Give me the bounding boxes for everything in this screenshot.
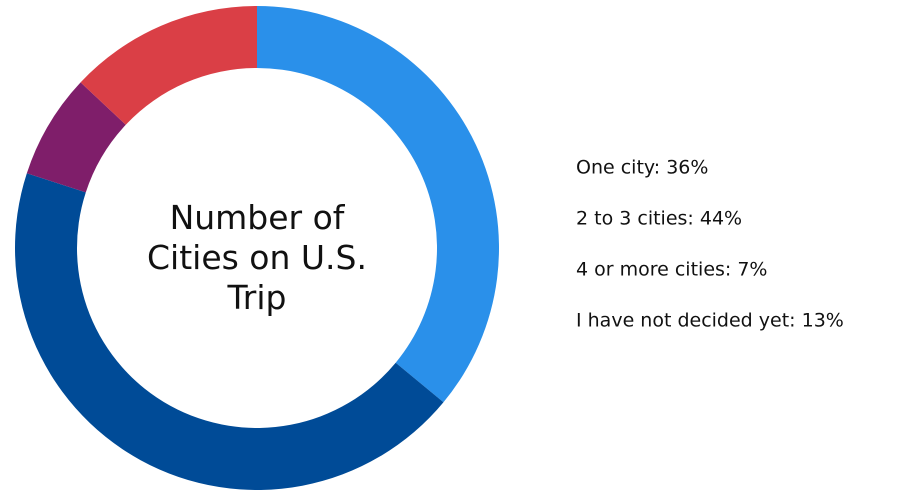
legend: One city: 36% 2 to 3 cities: 44% 4 or more… xyxy=(576,157,844,332)
legend-entry: One city: 36% xyxy=(576,157,708,179)
donut-slice xyxy=(257,6,499,403)
legend-entry: 4 or more cities: 7% xyxy=(576,259,767,281)
chart-title: Number of Cities on U.S. Trip xyxy=(147,198,367,317)
donut-slice xyxy=(26,82,126,193)
donut-slice xyxy=(15,173,444,490)
legend-entry: 2 to 3 cities: 44% xyxy=(576,208,742,230)
legend-entry: I have not decided yet: 13% xyxy=(576,310,844,332)
donut-slice xyxy=(80,6,257,125)
